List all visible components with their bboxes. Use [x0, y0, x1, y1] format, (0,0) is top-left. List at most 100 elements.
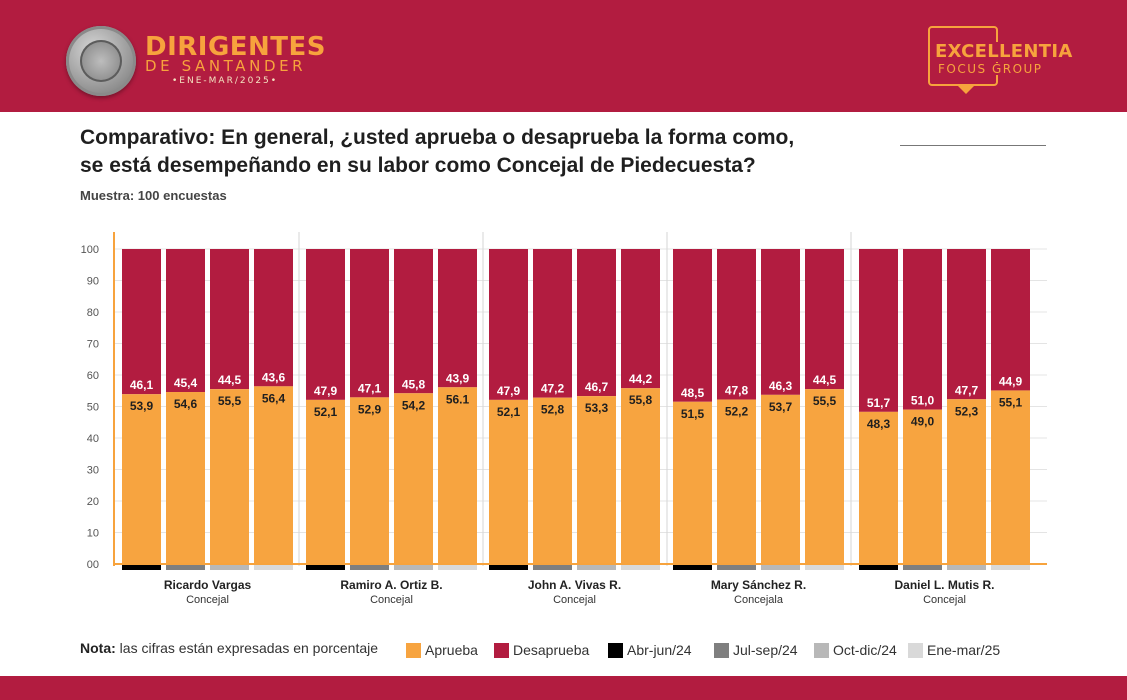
label-desaprueba: 46,1 — [130, 378, 154, 392]
label-desaprueba: 44,5 — [813, 373, 837, 387]
period-marker — [577, 565, 616, 570]
brand-subtitle: DE SANTANDER — [145, 57, 307, 75]
label-desaprueba: 44,2 — [629, 372, 653, 386]
bar-desaprueba — [859, 249, 898, 412]
group-name: Ramiro A. Ortiz B. — [340, 578, 442, 592]
group-role: Concejal — [553, 594, 596, 606]
bar-desaprueba — [306, 249, 345, 400]
bar-aprueba — [210, 389, 249, 564]
label-desaprueba: 51,0 — [911, 394, 935, 408]
label-desaprueba: 43,9 — [446, 371, 470, 385]
label-aprueba: 56,4 — [262, 391, 286, 405]
y-tick-label: 70 — [87, 339, 99, 351]
legend-jul-sep: Jul-sep/24 — [714, 641, 798, 659]
bar-aprueba — [438, 387, 477, 564]
bar-desaprueba — [805, 249, 844, 390]
label-aprueba: 49,0 — [911, 415, 935, 429]
bar-desaprueba — [673, 249, 712, 402]
bar-aprueba — [947, 399, 986, 564]
label-desaprueba: 45,4 — [174, 376, 198, 390]
legend-aprueba: Aprueba — [406, 641, 478, 659]
period-marker — [761, 565, 800, 570]
partner-logo-sub: FOCUS GROUP — [935, 63, 1046, 75]
y-tick-label: 30 — [87, 465, 99, 477]
label-aprueba: 55,5 — [813, 394, 837, 408]
bar-aprueba — [254, 386, 293, 564]
label-desaprueba: 44,5 — [218, 373, 242, 387]
label-desaprueba: 47,2 — [541, 382, 565, 396]
label-desaprueba: 45,8 — [402, 377, 426, 391]
bar-aprueba — [122, 394, 161, 564]
group-name: John A. Vivas R. — [528, 578, 621, 592]
period-marker — [947, 565, 986, 570]
period-marker — [438, 565, 477, 570]
label-aprueba: 52,1 — [314, 405, 338, 419]
legend-desaprueba: Desaprueba — [494, 641, 589, 659]
period-marker — [122, 565, 161, 570]
period-marker — [254, 565, 293, 570]
period-marker — [991, 565, 1030, 570]
y-tick-label: 80 — [87, 307, 99, 319]
label-aprueba: 53,7 — [769, 400, 793, 414]
sample-size: Muestra: 100 encuestas — [80, 188, 227, 203]
legend-label: Desaprueba — [513, 642, 590, 658]
bar-desaprueba — [717, 249, 756, 400]
y-tick-label: 10 — [87, 528, 99, 540]
bar-aprueba — [166, 392, 205, 564]
period-marker — [859, 565, 898, 570]
bar-desaprueba — [903, 249, 942, 410]
label-desaprueba: 47,9 — [497, 384, 521, 398]
label-aprueba: 55,5 — [218, 394, 242, 408]
label-aprueba: 54,2 — [402, 398, 426, 412]
period-marker — [166, 565, 205, 570]
legend-ene-mar: Ene-mar/25 — [908, 641, 1000, 659]
label-desaprueba: 44,9 — [999, 374, 1023, 388]
group-role: Concejal — [370, 594, 413, 606]
label-aprueba: 55,8 — [629, 393, 653, 407]
footer-band — [0, 676, 1127, 700]
footnote-text: las cifras están expresadas en porcentaj… — [119, 640, 379, 656]
brand-date: •ENE-MAR/2025• — [172, 76, 279, 86]
bar-desaprueba — [577, 249, 616, 397]
y-tick-label: 90 — [87, 276, 99, 288]
bar-aprueba — [621, 388, 660, 564]
bar-desaprueba — [761, 249, 800, 395]
legend-swatch — [714, 642, 729, 658]
period-marker — [489, 565, 528, 570]
group-role: Concejala — [734, 594, 784, 606]
label-aprueba: 52,2 — [725, 405, 749, 419]
label-aprueba: 53,3 — [585, 401, 609, 415]
group-name: Daniel L. Mutis R. — [894, 578, 994, 592]
footnote-prefix: Nota: — [80, 640, 116, 656]
bar-aprueba — [903, 409, 942, 564]
legend-label: Abr-jun/24 — [627, 642, 692, 658]
y-tick-label: 20 — [87, 496, 99, 508]
bar-aprueba — [717, 399, 756, 564]
santander-seal-logo — [66, 26, 136, 96]
label-aprueba: 52,8 — [541, 403, 565, 417]
period-marker — [805, 565, 844, 570]
title-line-2: se está desempeñando en su labor como Co… — [80, 154, 756, 177]
y-tick-label: 60 — [87, 370, 99, 382]
group-name: Ricardo Vargas — [164, 578, 252, 592]
label-aprueba: 51,5 — [681, 407, 705, 421]
bar-desaprueba — [122, 249, 161, 395]
y-tick-label: 40 — [87, 433, 99, 445]
label-aprueba: 52,9 — [358, 402, 382, 416]
group-role: Concejal — [186, 594, 229, 606]
y-tick-label: 00 — [87, 559, 99, 571]
bar-aprueba — [577, 396, 616, 564]
legend-abr-jun: Abr-jun/24 — [608, 641, 692, 659]
label-aprueba: 48,3 — [867, 417, 891, 431]
bar-aprueba — [859, 411, 898, 564]
label-desaprueba: 47,8 — [725, 384, 749, 398]
period-marker — [673, 565, 712, 570]
bar-aprueba — [805, 389, 844, 564]
period-marker — [903, 565, 942, 570]
bar-desaprueba — [254, 249, 293, 387]
footnote: Nota: las cifras están expresadas en por… — [80, 640, 378, 656]
legend-swatch — [908, 642, 923, 658]
legend-label: Jul-sep/24 — [733, 642, 798, 658]
label-desaprueba: 47,1 — [358, 381, 382, 395]
legend-swatch — [494, 642, 509, 658]
